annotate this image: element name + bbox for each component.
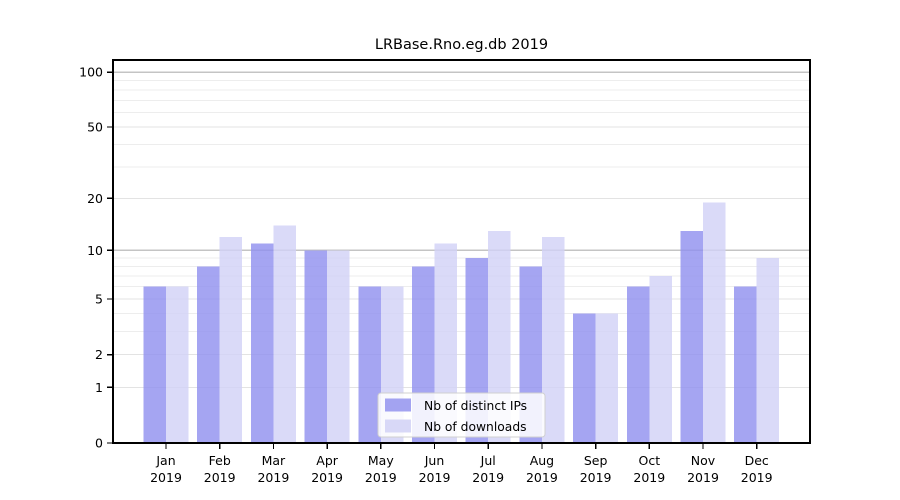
y-tick-label: 5 — [95, 292, 103, 307]
y-tick-label: 20 — [87, 191, 103, 206]
bar-downloads-mar — [273, 225, 296, 443]
y-tick-label: 0 — [95, 436, 103, 451]
bar-downloads-dec — [756, 258, 780, 443]
bar-distinct-ips-dec — [734, 286, 757, 443]
bar-downloads-jan — [166, 286, 189, 443]
bar-downloads-feb — [219, 236, 243, 443]
bar-downloads-sep — [595, 313, 619, 443]
x-tick-label-year: 2019 — [741, 470, 773, 485]
x-tick-label-month: Aug — [530, 453, 554, 468]
x-tick-label-month: Jun — [424, 453, 445, 468]
bar-downloads-apr — [327, 250, 350, 443]
bar-distinct-ips-sep — [573, 313, 596, 443]
x-tick-label-month: Nov — [691, 453, 716, 468]
x-tick-label-month: Jul — [480, 453, 496, 468]
legend-label-distinct-ips: Nb of distinct IPs — [424, 399, 527, 413]
x-tick-label-year: 2019 — [526, 470, 558, 485]
chart-title: LRBase.Rno.eg.db 2019 — [374, 37, 549, 53]
y-tick-label: 100 — [79, 65, 103, 80]
x-tick-label-year: 2019 — [472, 470, 504, 485]
x-tick-label-year: 2019 — [204, 470, 236, 485]
x-tick-label-month: May — [368, 453, 394, 468]
x-tick-label-month: Oct — [638, 453, 660, 468]
legend-box — [377, 392, 546, 438]
x-tick-label-month: Jan — [155, 453, 175, 468]
y-tick-label: 2 — [95, 347, 103, 362]
x-tick-label-month: Sep — [584, 453, 608, 468]
x-tick-label-year: 2019 — [580, 470, 612, 485]
legend-swatch-distinct-ips — [385, 398, 411, 412]
bar-distinct-ips-may — [358, 286, 381, 443]
x-tick-label-year: 2019 — [633, 470, 665, 485]
plot-border — [112, 59, 811, 444]
bar-distinct-ips-jan — [143, 286, 166, 443]
y-tick-label: 10 — [87, 243, 103, 258]
x-tick-label-year: 2019 — [150, 470, 182, 485]
x-tick-label-year: 2019 — [311, 470, 343, 485]
y-tick-label: 50 — [87, 120, 103, 135]
x-tick-label-year: 2019 — [419, 470, 451, 485]
x-tick-label-year: 2019 — [257, 470, 289, 485]
bar-distinct-ips-nov — [680, 231, 703, 443]
bar-downloads-nov — [703, 202, 726, 443]
bar-downloads-aug — [541, 236, 565, 443]
x-tick-label-month: Mar — [262, 453, 286, 468]
bar-downloads-oct — [649, 275, 672, 443]
bar-distinct-ips-apr — [304, 250, 328, 443]
x-tick-label-month: Dec — [745, 453, 769, 468]
x-tick-label-year: 2019 — [687, 470, 719, 485]
y-tick-label: 1 — [95, 380, 103, 395]
x-tick-label-month: Apr — [316, 453, 338, 468]
x-tick-label-month: Feb — [209, 453, 231, 468]
bar-distinct-ips-feb — [197, 266, 220, 443]
bar-distinct-ips-mar — [250, 243, 274, 443]
legend-swatch-downloads — [385, 419, 411, 433]
bar-downloads-jul — [488, 231, 511, 443]
legend-label-downloads: Nb of downloads — [424, 420, 527, 434]
x-tick-label-year: 2019 — [365, 470, 397, 485]
bar-distinct-ips-oct — [626, 286, 650, 443]
